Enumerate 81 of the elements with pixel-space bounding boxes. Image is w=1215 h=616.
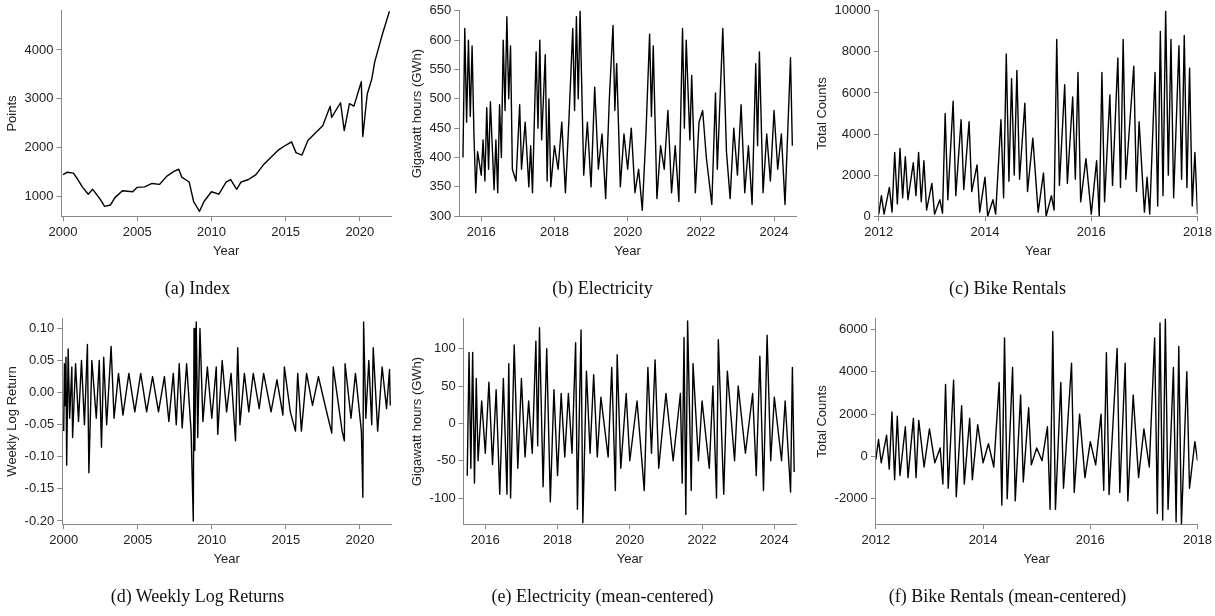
- y-tick-label: 0.05: [28, 352, 55, 368]
- y-tick-label: 650: [429, 2, 452, 18]
- x-axis-title: Year: [213, 243, 241, 259]
- y-axis-title: Points: [4, 94, 20, 132]
- x-tick-label: 2022: [686, 223, 716, 239]
- x-axis-title: Year: [616, 551, 644, 567]
- y-tick-label: 2000: [838, 405, 868, 421]
- y-tick-label: 400: [429, 149, 452, 165]
- y-tick-label: -2000: [834, 490, 868, 506]
- y-tick-label: 350: [429, 178, 452, 194]
- y-tick-label: -0.15: [24, 480, 55, 496]
- y-tick-label: 450: [429, 119, 452, 135]
- y-tick-label: 50: [441, 377, 456, 393]
- x-tick-label: 2020: [345, 531, 375, 547]
- x-tick-label: 2005: [122, 223, 152, 239]
- y-tick-label: 0.10: [28, 320, 55, 336]
- y-tick-label: 0.00: [28, 384, 55, 400]
- x-axis-title: Year: [614, 243, 642, 259]
- y-tick-label: 500: [429, 90, 452, 106]
- x-tick-label: 2012: [864, 223, 894, 239]
- x-tick-label: 2016: [1076, 223, 1106, 239]
- x-axis-title: Year: [1025, 243, 1052, 259]
- x-tick-label: 2018: [539, 223, 569, 239]
- x-tick-label: 2020: [345, 223, 375, 239]
- y-axis-title: Total Counts: [814, 76, 830, 150]
- y-axis-title: Gigawatt hours (GWh): [409, 48, 425, 179]
- y-tick-label: -100: [429, 489, 456, 505]
- x-tick-label: 2016: [470, 531, 500, 547]
- y-tick-label: 0: [860, 448, 868, 464]
- x-tick-label: 2000: [49, 531, 79, 547]
- y-tick-label: 4000: [838, 363, 868, 379]
- x-tick-label: 2022: [687, 531, 717, 547]
- x-tick-label: 2020: [615, 531, 645, 547]
- y-tick-label: 2000: [841, 166, 871, 182]
- x-tick-label: 2024: [759, 531, 789, 547]
- text: (a) Index: [164, 277, 231, 299]
- x-tick-label: 2024: [759, 223, 789, 239]
- y-tick-label: -50: [436, 452, 456, 468]
- x-tick-label: 2010: [197, 531, 227, 547]
- text: (e) Electricity (mean-centered): [491, 585, 714, 607]
- x-tick-label: 2018: [543, 531, 573, 547]
- x-tick-label: 2018: [1183, 531, 1212, 547]
- y-tick-label: 8000: [841, 43, 871, 59]
- x-tick-label: 2015: [271, 223, 301, 239]
- x-tick-label: 2018: [1183, 223, 1212, 239]
- x-tick-label: 2005: [123, 531, 153, 547]
- x-tick-label: 2016: [466, 223, 496, 239]
- y-tick-label: 4000: [24, 41, 54, 57]
- y-tick-label: 4000: [841, 125, 871, 141]
- x-tick-label: 2010: [196, 223, 226, 239]
- y-tick-label: -0.05: [24, 416, 55, 432]
- text: (d) Weekly Log Returns: [110, 585, 285, 607]
- y-tick-label: 6000: [838, 320, 868, 336]
- x-tick-label: 2015: [271, 531, 301, 547]
- y-tick-label: 10000: [834, 2, 871, 18]
- y-tick-label: 550: [429, 61, 452, 77]
- y-tick-label: 2000: [24, 139, 54, 155]
- text: (b) Electricity: [552, 277, 653, 299]
- x-tick-label: 2020: [613, 223, 643, 239]
- x-tick-label: 2000: [48, 223, 78, 239]
- y-tick-label: 300: [429, 207, 452, 223]
- y-tick-label: 0: [863, 207, 871, 223]
- text: (f) Bike Rentals (mean-centered): [888, 585, 1127, 607]
- y-tick-label: 100: [433, 340, 456, 356]
- y-tick-label: -0.20: [24, 512, 55, 528]
- y-tick-label: 6000: [841, 84, 871, 100]
- y-axis-title: Weekly Log Return: [4, 366, 20, 477]
- y-tick-label: 600: [429, 31, 452, 47]
- x-tick-label: 2014: [968, 531, 998, 547]
- x-axis-title: Year: [213, 551, 241, 567]
- y-tick-label: 0: [448, 414, 456, 430]
- y-tick-label: -0.10: [24, 448, 55, 464]
- x-axis-title: Year: [1023, 551, 1051, 567]
- y-axis-title: Gigawatt hours (GWh): [409, 356, 425, 487]
- x-tick-label: 2012: [861, 531, 891, 547]
- x-tick-label: 2016: [1075, 531, 1105, 547]
- text: (c) Bike Rentals: [949, 277, 1066, 299]
- y-tick-label: 3000: [24, 90, 54, 106]
- y-axis-title: Total Counts: [814, 384, 830, 458]
- y-tick-label: 1000: [24, 188, 54, 204]
- x-tick-label: 2014: [970, 223, 1000, 239]
